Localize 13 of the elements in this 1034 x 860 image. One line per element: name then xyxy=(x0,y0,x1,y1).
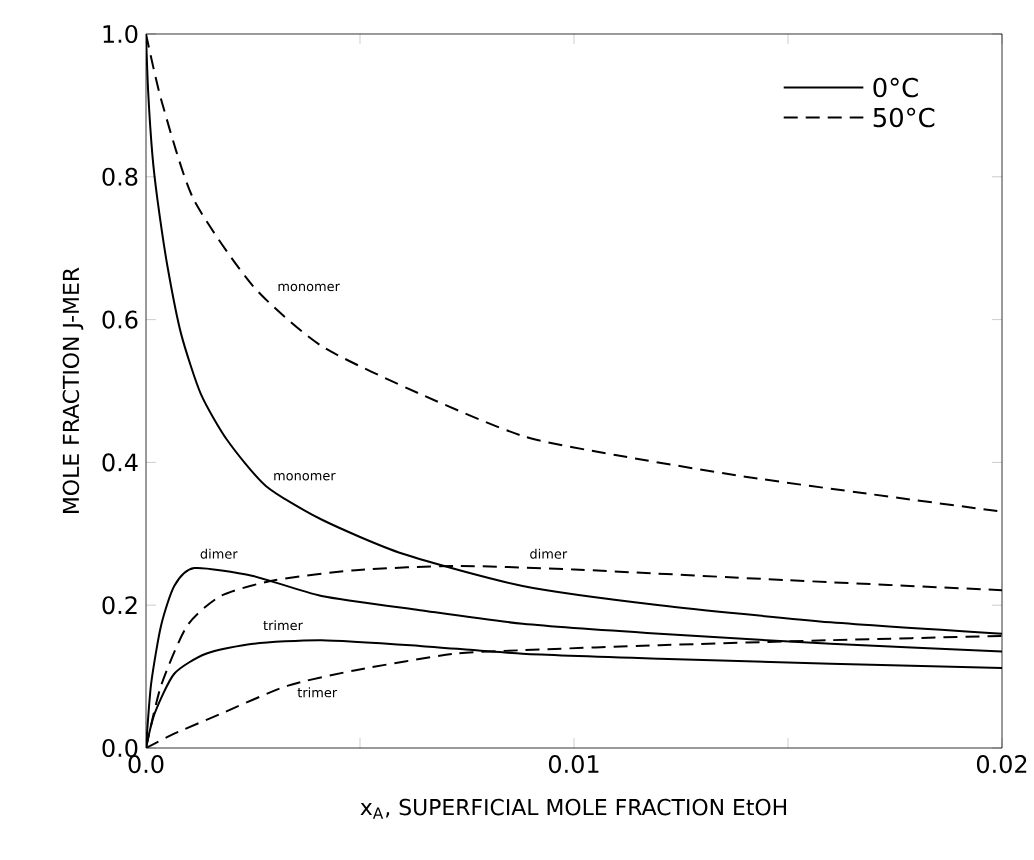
y-axis-title: MOLE FRACTION J-MER xyxy=(62,267,84,513)
x-axis-title: x$_{A}$, SUPERFICIAL MOLE FRACTION EtOH xyxy=(360,798,786,819)
y-tick-label: 0.0 xyxy=(102,738,138,758)
y-tick-label: 0.6 xyxy=(102,310,138,329)
y-tick-label: 0.4 xyxy=(102,453,138,472)
legend-label: 50°C xyxy=(873,107,935,128)
y-tick-label: 1.0 xyxy=(103,24,138,44)
y-tick-label: 0.2 xyxy=(102,596,137,615)
legend-label: 0°C xyxy=(873,77,918,98)
x-tick-label: 0.01 xyxy=(548,755,599,774)
x-tick-label: 0.0 xyxy=(128,755,164,774)
x-tick-label: 0.02 xyxy=(976,755,1027,774)
y-tick-label: 0.8 xyxy=(102,167,138,186)
